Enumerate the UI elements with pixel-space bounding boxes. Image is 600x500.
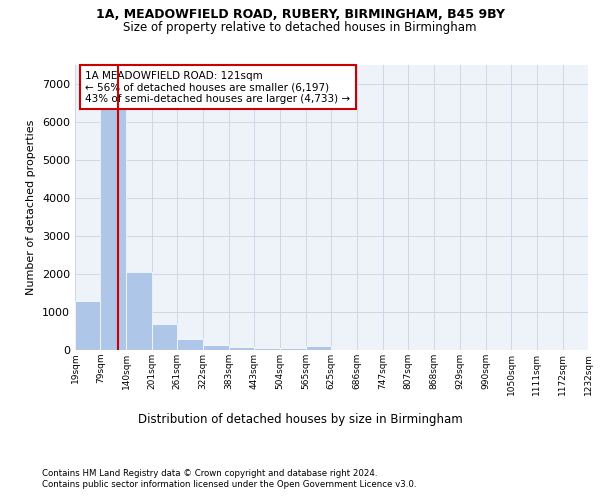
Bar bbox=[254, 348, 280, 350]
Bar bbox=[306, 346, 331, 350]
Text: 1A, MEADOWFIELD ROAD, RUBERY, BIRMINGHAM, B45 9BY: 1A, MEADOWFIELD ROAD, RUBERY, BIRMINGHAM… bbox=[95, 8, 505, 20]
Text: Distribution of detached houses by size in Birmingham: Distribution of detached houses by size … bbox=[137, 412, 463, 426]
Y-axis label: Number of detached properties: Number of detached properties bbox=[26, 120, 37, 295]
Bar bbox=[100, 101, 126, 350]
Bar bbox=[126, 272, 152, 350]
Text: Size of property relative to detached houses in Birmingham: Size of property relative to detached ho… bbox=[123, 21, 477, 34]
Bar bbox=[178, 339, 203, 350]
Bar bbox=[203, 346, 229, 350]
Text: Contains public sector information licensed under the Open Government Licence v3: Contains public sector information licen… bbox=[42, 480, 416, 489]
Text: 1A MEADOWFIELD ROAD: 121sqm
← 56% of detached houses are smaller (6,197)
43% of : 1A MEADOWFIELD ROAD: 121sqm ← 56% of det… bbox=[85, 70, 350, 104]
Bar bbox=[152, 324, 178, 350]
Text: Contains HM Land Registry data © Crown copyright and database right 2024.: Contains HM Land Registry data © Crown c… bbox=[42, 468, 377, 477]
Bar bbox=[229, 347, 254, 350]
Bar bbox=[280, 348, 306, 350]
Bar bbox=[75, 300, 100, 350]
